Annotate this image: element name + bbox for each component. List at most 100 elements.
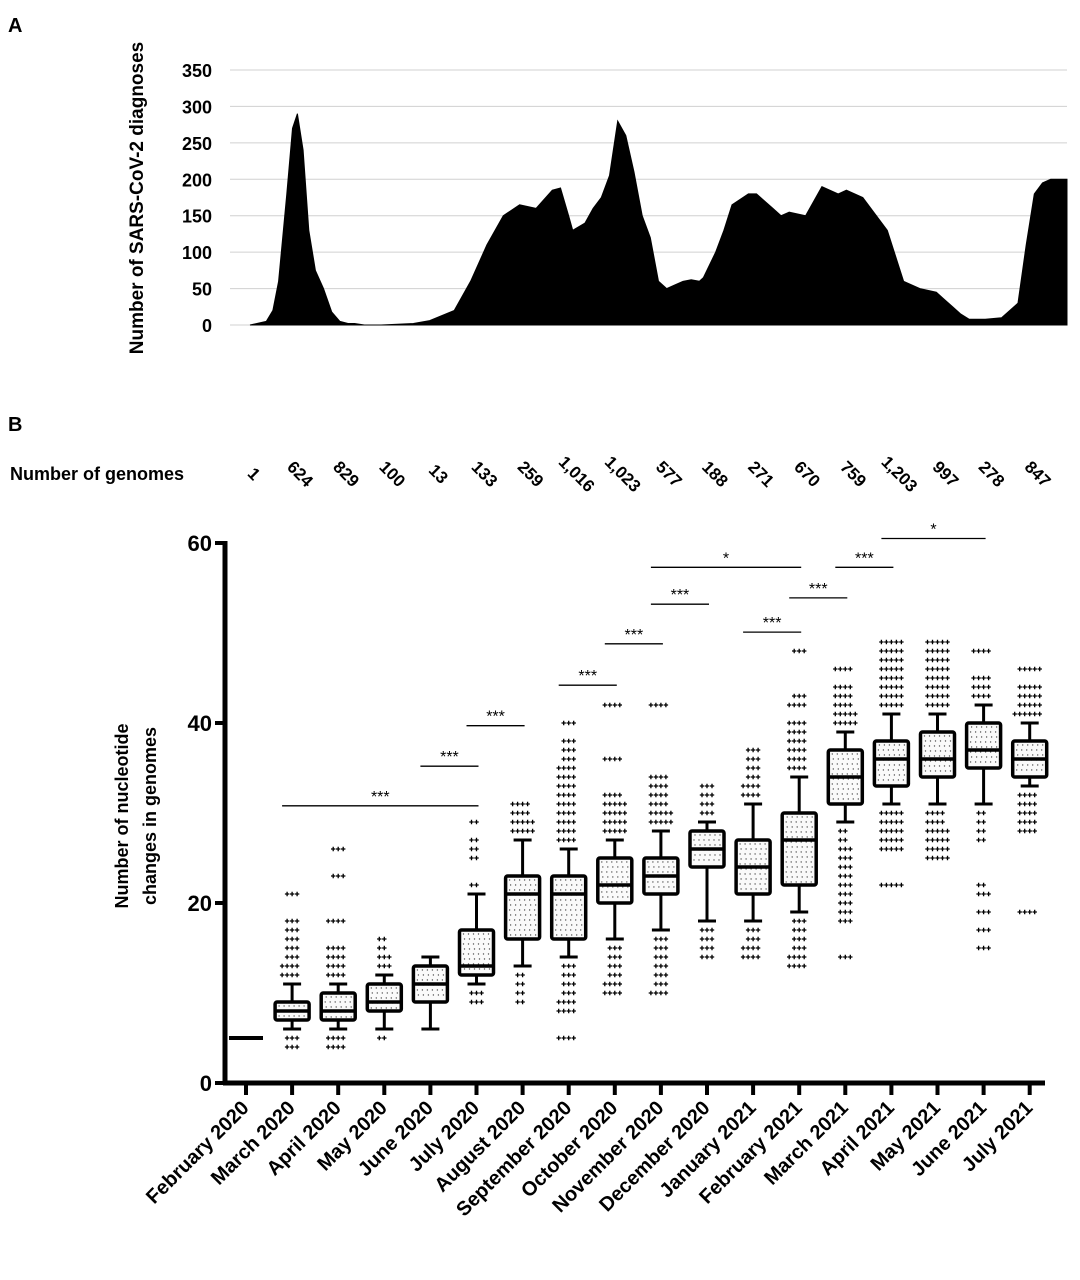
outlier-point — [945, 648, 950, 654]
box-stipple — [801, 836, 803, 838]
box-stipple — [575, 909, 577, 911]
outlier-point — [833, 711, 838, 717]
outlier-point — [889, 675, 894, 681]
outlier-point — [884, 837, 889, 843]
outlier-point — [341, 963, 346, 969]
outlier-point — [802, 693, 807, 699]
outlier-point — [740, 783, 746, 789]
outlier-point — [566, 792, 571, 798]
box-stipple — [519, 904, 522, 906]
box-stipple — [581, 924, 583, 926]
outlier-point — [1037, 702, 1042, 708]
box-stipple — [672, 881, 674, 883]
significance-label: *** — [371, 789, 390, 806]
outlier-point — [566, 774, 571, 780]
box-stipple — [570, 909, 572, 911]
outlier-point — [331, 945, 336, 951]
outlier-point — [940, 675, 945, 681]
outlier-point — [561, 1035, 566, 1041]
outlier-point — [843, 882, 848, 888]
box-stipple — [760, 888, 762, 890]
outlier-point — [520, 972, 525, 978]
box-stipple — [810, 821, 812, 823]
outlier-point — [284, 927, 290, 933]
box-stipple — [385, 1007, 387, 1009]
outlier-point — [787, 954, 792, 960]
box-stipple — [975, 746, 978, 748]
box-stipple — [893, 744, 896, 746]
outlier-point — [879, 810, 884, 816]
box-stipple — [607, 876, 609, 878]
box-stipple — [513, 919, 516, 921]
box-stipple — [903, 764, 906, 766]
box-stipple — [436, 989, 439, 991]
box-stipple — [533, 899, 536, 901]
box-stipple — [877, 779, 880, 781]
outlier-point — [658, 990, 664, 996]
box-stipple — [390, 1007, 392, 1009]
significance-label: *** — [440, 749, 459, 766]
outlier-point — [797, 747, 802, 753]
box-stipple — [518, 929, 521, 931]
box-stipple — [759, 853, 761, 855]
box-stipple — [560, 879, 562, 881]
box-stipple — [385, 987, 387, 989]
box-stipple — [832, 788, 834, 790]
box-stipple — [943, 735, 946, 737]
box-stipple — [805, 851, 807, 853]
box-stipple — [508, 919, 511, 921]
outlier-point — [571, 999, 576, 1005]
outlier-point — [976, 810, 981, 816]
outlier-point — [284, 891, 290, 897]
outlier-point — [925, 819, 930, 825]
outlier-point — [709, 945, 715, 951]
outlier-point — [976, 927, 981, 933]
box-stipple — [841, 783, 843, 785]
outlier-point — [986, 675, 991, 681]
outlier-point — [925, 666, 930, 672]
outlier-point — [469, 819, 474, 825]
outlier-point — [1022, 666, 1027, 672]
box-stipple — [462, 943, 465, 945]
box-stipple — [508, 899, 511, 901]
outlier-point — [658, 954, 664, 960]
box-stipple — [755, 848, 757, 850]
box-stipple — [985, 746, 988, 748]
box-stipple — [1042, 744, 1044, 746]
outlier-point — [787, 747, 792, 753]
box-stipple — [1027, 764, 1029, 766]
genome-counts-row: 1 624 829 100 13 133 259 1,016 1,023 577 188 271 670… — [244, 452, 1055, 496]
outlier-point — [699, 927, 705, 933]
outlier-point — [326, 972, 331, 978]
box-stipple — [612, 866, 614, 868]
outlier-point — [930, 810, 935, 816]
outlier-point — [1032, 909, 1037, 915]
outlier-point — [622, 810, 627, 816]
box-stipple — [482, 943, 485, 945]
box-stipple — [524, 884, 527, 886]
box-stipple — [832, 798, 834, 800]
outlier-point — [750, 954, 756, 960]
box-stipple — [851, 793, 853, 795]
outlier-point — [699, 954, 705, 960]
box-stipple — [877, 749, 880, 751]
box-stipple — [612, 896, 614, 898]
box-stipple — [842, 768, 844, 770]
box-stipple — [903, 754, 906, 756]
box-stipple — [417, 994, 420, 996]
box-stipple — [831, 773, 833, 775]
box-stipple — [892, 749, 895, 751]
box-stipple — [385, 997, 387, 999]
outlier-point — [935, 684, 940, 690]
outlier-point — [510, 819, 515, 825]
box-stipple — [617, 876, 619, 878]
outlier-point — [838, 855, 843, 861]
outlier-point — [326, 945, 331, 951]
outlier-point — [1027, 666, 1032, 672]
outlier-point — [704, 810, 710, 816]
outlier-point — [561, 828, 566, 834]
outlier-point — [331, 1044, 336, 1050]
outlier-point — [879, 666, 884, 672]
panel-b-axes: 0 20 40 60 — [188, 531, 1045, 1096]
box-stipple — [1042, 764, 1044, 766]
